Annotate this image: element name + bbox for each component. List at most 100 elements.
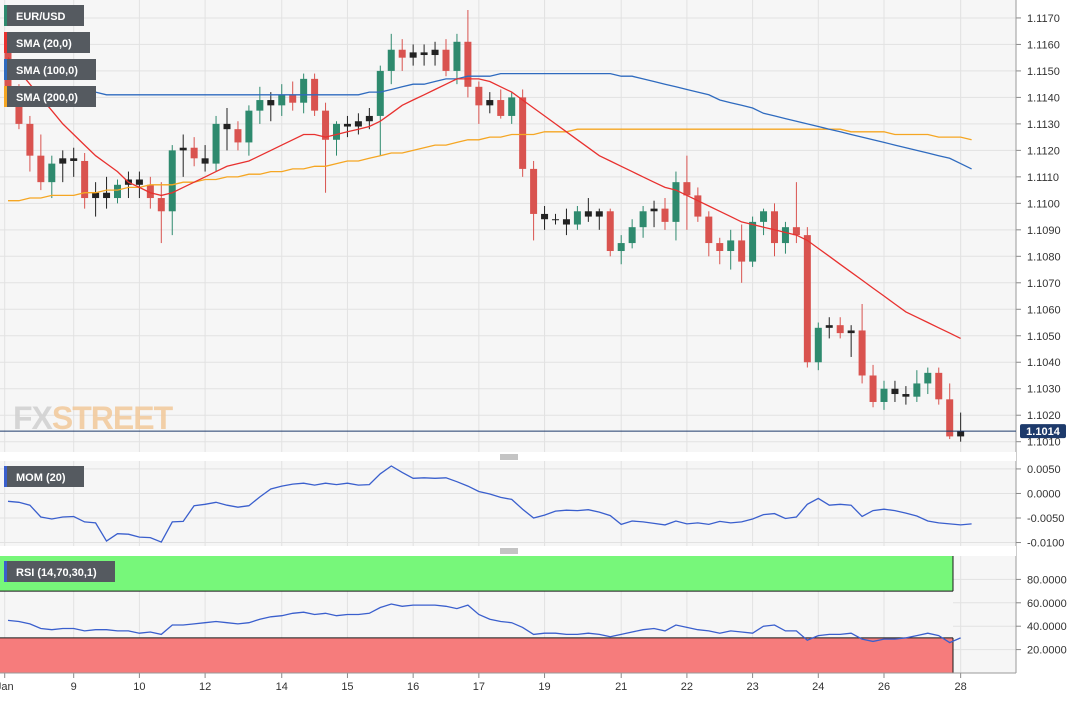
candle-body-23 [256,100,264,111]
x-tick-label-3: 12 [199,681,211,693]
candle-74 [814,322,822,371]
rsi-tick-label-0: 20.0000 [1027,645,1067,657]
candle-body-64 [705,216,713,244]
sma200-line [8,128,972,202]
candle-42 [464,10,472,98]
price-tick-label-12: 1.1130 [1027,119,1060,131]
candle-4 [48,155,56,199]
rsi-bands [0,556,954,673]
legend-symbol[interactable]: EUR/USD [4,5,84,26]
candle-body-71 [781,227,789,244]
x-tick-label-11: 23 [746,681,758,693]
candle-body-30 [333,123,340,140]
candle-body-58 [639,211,647,228]
sma100-line [8,72,972,170]
candle-82 [902,386,910,405]
x-tick-label-6: 16 [407,681,419,693]
legend-sma200-label: SMA (200,0) [16,92,78,104]
legend-mom[interactable]: MOM (20) [4,466,84,487]
x-tick-label-4: 14 [276,681,288,693]
candle-body-53 [584,211,592,217]
candle-10 [114,179,121,204]
candle-body-75 [825,325,833,328]
candle-44 [486,92,494,114]
candle-26 [289,81,297,111]
candle-body-18 [201,158,209,164]
candle-body-59 [650,208,658,212]
candle-body-56 [617,243,625,252]
price-tick-label-9: 1.1100 [1027,198,1060,210]
price-tick-label-0: 1.1010 [1027,437,1061,449]
x-tick-label-7: 17 [473,681,485,693]
legend-rsi[interactable]: RSI (14,70,30,1) [4,561,115,582]
candle-24 [267,92,275,122]
legend-sma200[interactable]: SMA (200,0) [4,86,96,107]
x-tick-label-0: Jan [0,681,14,693]
candle-body-62 [683,182,691,196]
x-tick-label-1: 9 [71,681,77,693]
candle-16 [179,134,187,177]
rsi-tick-label-1: 40.0000 [1027,621,1067,633]
candle-body-86 [946,399,954,437]
candle-body-45 [497,100,505,116]
candle-6 [70,147,78,177]
sma-layer [7,57,972,339]
candle-37 [409,44,417,66]
price-tick-label-7: 1.1080 [1027,251,1061,263]
candle-body-1 [15,92,23,124]
candle-body-39 [431,49,439,56]
candle-29 [322,102,330,193]
axis-layer: 1.1010 1.1020 1.1030 1.1040 1.1050 1.1060 1.10… [0,0,1067,693]
candle-body-67 [738,240,746,262]
candle-19 [212,115,220,172]
x-tick-label-12: 24 [812,681,824,693]
candle-body-24 [267,100,275,106]
candle-body-4 [48,163,56,183]
candle-body-20 [223,123,231,130]
candle-body-5 [59,158,67,164]
legend-mom-label: MOM (20) [16,472,66,484]
panel-resize-handle-mom[interactable] [0,452,1016,461]
candle-body-8 [92,192,100,199]
candle-body-29 [322,110,330,140]
candle-body-25 [278,94,286,106]
candle-58 [639,205,647,238]
mom-tick-label-1: 0.0000 [1027,488,1061,500]
candle-66 [727,229,735,270]
x-tick-label-8: 19 [538,681,550,693]
candle-69 [760,208,768,236]
candle-body-49 [541,213,549,220]
legend-sma20-label: SMA (20,0) [16,38,72,50]
x-tick-label-14: 28 [955,681,967,693]
legend-rsi-label: RSI (14,70,30,1) [16,567,97,579]
candle-43 [475,81,483,124]
candle-body-68 [749,221,757,262]
candle-72 [792,182,800,244]
mom-line [7,465,972,543]
panel-resize-handle-rsi[interactable] [0,546,1016,556]
candle-76 [836,317,844,339]
legend-sma20[interactable]: SMA (20,0) [4,32,90,53]
candle-body-83 [913,383,921,397]
candle-87 [957,412,965,442]
candle-body-40 [442,49,450,71]
candle-body-35 [387,49,395,71]
candle-84 [924,367,932,395]
candle-body-19 [212,123,220,164]
candle-body-15 [168,150,176,212]
candle-body-9 [103,192,111,199]
candle-57 [628,219,636,249]
legend-symbol-label: EUR/USD [16,11,66,23]
price-panel [0,0,1016,452]
candle-51 [562,208,570,236]
candle-23 [256,86,264,124]
candle-5 [59,150,67,183]
candle-body-78 [858,330,866,376]
candle-body-33 [365,115,373,122]
candle-body-26 [289,94,297,103]
x-tick-label-13: 26 [878,681,890,693]
legend-sma100[interactable]: SMA (100,0) [4,59,96,80]
candle-20 [223,107,231,151]
candle-body-12 [135,179,143,185]
